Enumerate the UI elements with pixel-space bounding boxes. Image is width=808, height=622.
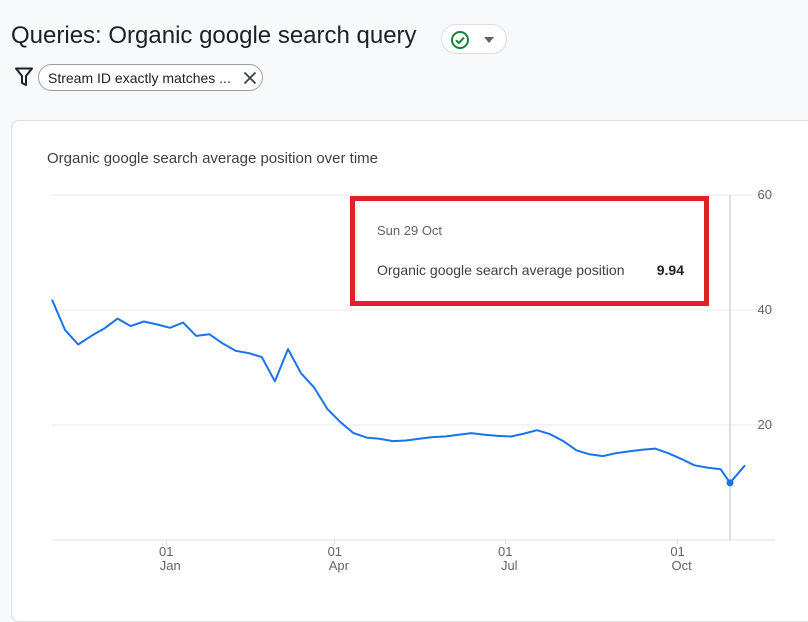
filter-chip[interactable]: Stream ID exactly matches ... xyxy=(38,64,263,91)
y-tick-label: 60 xyxy=(758,187,772,202)
x-tick-day-label: 01 xyxy=(328,544,342,559)
filter-icon[interactable] xyxy=(15,67,33,87)
highlight-box xyxy=(350,196,709,306)
x-tick-month-label: Jan xyxy=(160,558,181,573)
close-icon[interactable] xyxy=(243,71,257,85)
caret-down-icon xyxy=(484,37,494,43)
x-tick-month-label: Oct xyxy=(671,558,692,573)
page-title: Queries: Organic google search query xyxy=(11,22,417,49)
chart-tooltip: Sun 29 Oct Organic google search average… xyxy=(357,202,704,302)
chart-title: Organic google search average position o… xyxy=(47,150,379,167)
check-circle-icon xyxy=(451,31,469,49)
x-tick-day-label: 01 xyxy=(498,544,512,559)
tooltip-metric-label: Organic google search average position xyxy=(377,262,625,278)
x-tick-day-label: 01 xyxy=(670,544,684,559)
status-dropdown-button[interactable] xyxy=(441,24,507,54)
tooltip-metric-value: 9.94 xyxy=(656,262,684,278)
filter-chip-label: Stream ID exactly matches ... xyxy=(48,70,231,86)
y-tick-label: 40 xyxy=(758,302,772,317)
series-line xyxy=(51,299,746,484)
hover-point xyxy=(726,479,734,487)
y-tick-label: 20 xyxy=(758,417,772,432)
x-tick-month-label: Jul xyxy=(501,558,518,573)
tooltip-date: Sun 29 Oct xyxy=(377,223,443,238)
x-tick-day-label: 01 xyxy=(159,544,173,559)
x-tick-month-label: Apr xyxy=(329,558,350,573)
